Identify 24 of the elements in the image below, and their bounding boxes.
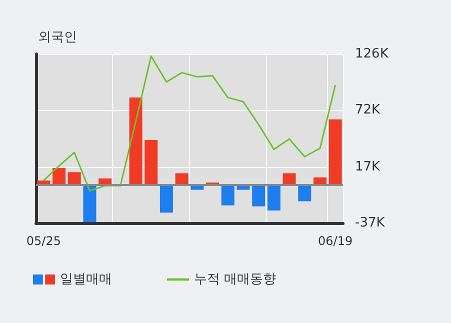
legend-label: 일별매매 [60, 272, 112, 287]
bar [221, 184, 234, 206]
bar [144, 140, 158, 185]
bar [282, 173, 296, 185]
bar [252, 184, 266, 206]
y-tick-label: -37K [355, 216, 386, 230]
bar [328, 119, 342, 185]
y-tick-label: 72K [355, 102, 381, 118]
bar [68, 172, 81, 185]
bar [267, 184, 280, 211]
x-tick-label: 06/19 [318, 234, 353, 248]
chart-title: 외국인 [38, 30, 77, 45]
bar [83, 184, 96, 222]
x-tick-label: 05/25 [26, 234, 61, 248]
bar [52, 168, 66, 185]
bar [160, 184, 173, 213]
y-tick-label: 126K [355, 46, 389, 62]
bar [298, 184, 312, 202]
y-tick-label: 17K [355, 160, 381, 175]
bar [313, 177, 326, 185]
legend-label: 누적 매매동향 [194, 272, 276, 287]
bar [129, 98, 142, 185]
bar [175, 173, 188, 185]
line-series [42, 55, 336, 192]
